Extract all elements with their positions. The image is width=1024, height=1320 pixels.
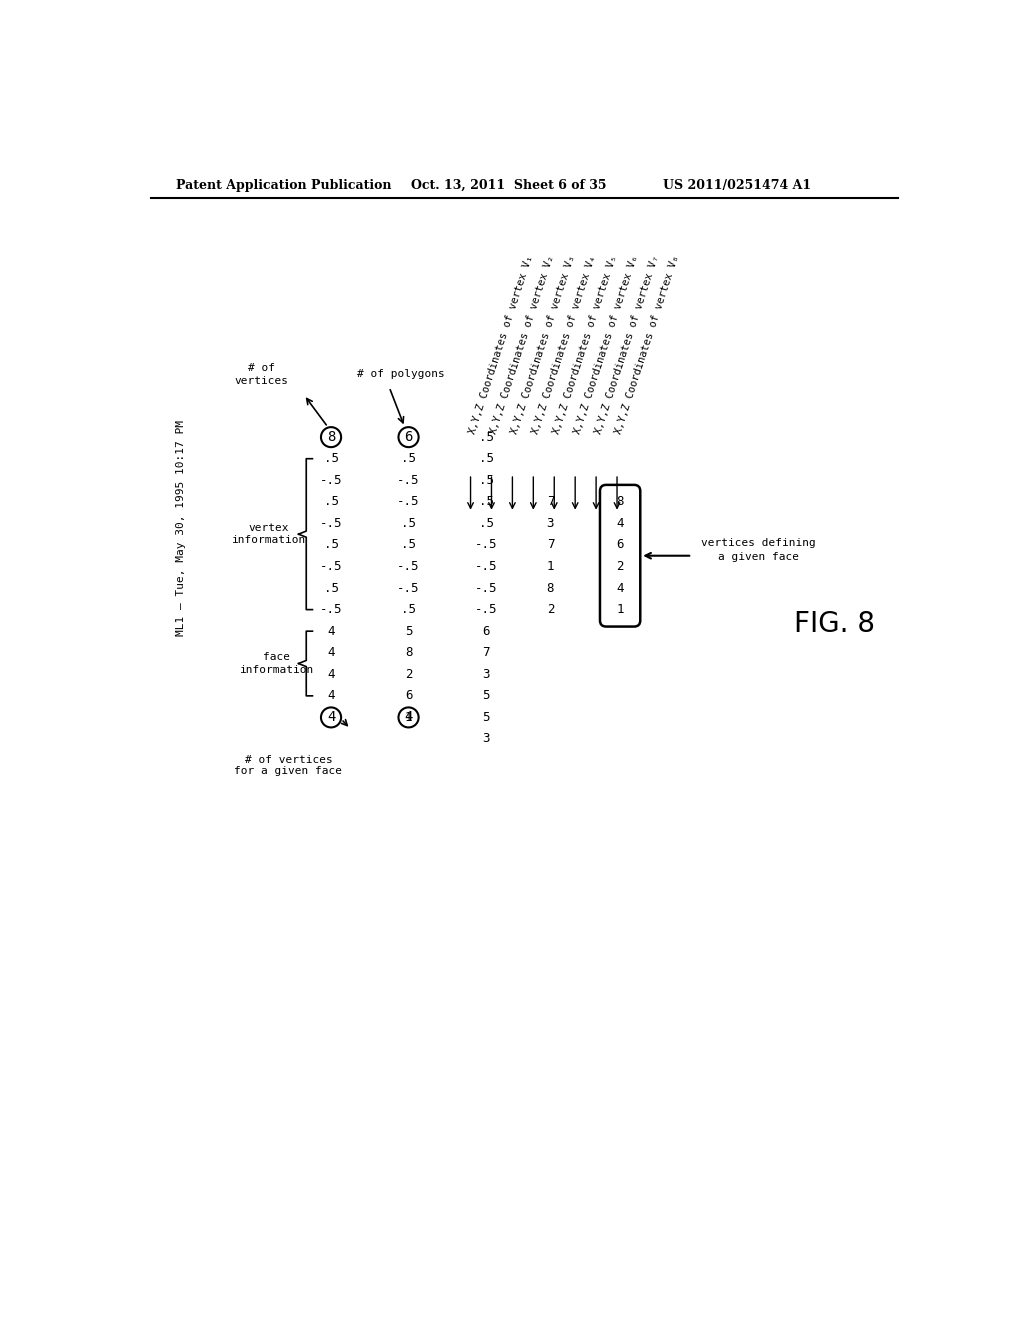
Text: 8: 8: [404, 647, 413, 659]
Text: X,Y,Z Coordinates of vertex V₄: X,Y,Z Coordinates of vertex V₄: [530, 255, 598, 436]
Text: 4: 4: [328, 668, 335, 681]
Text: .5: .5: [401, 517, 416, 529]
Text: -.5: -.5: [397, 495, 420, 508]
Text: .5: .5: [324, 539, 339, 552]
Text: X,Y,Z Coordinates of vertex V₂: X,Y,Z Coordinates of vertex V₂: [488, 255, 556, 436]
Text: .5: .5: [478, 453, 494, 465]
Text: .5: .5: [478, 430, 494, 444]
Text: 6: 6: [404, 689, 413, 702]
Text: -.5: -.5: [475, 560, 498, 573]
Text: # of: # of: [248, 363, 274, 372]
Text: 7: 7: [482, 647, 489, 659]
Text: -.5: -.5: [319, 517, 342, 529]
Text: face: face: [263, 652, 290, 663]
Text: .5: .5: [401, 539, 416, 552]
Text: 8: 8: [616, 495, 624, 508]
Text: X,Y,Z Coordinates of vertex V₁: X,Y,Z Coordinates of vertex V₁: [467, 255, 535, 436]
Text: 6: 6: [404, 430, 413, 444]
Text: vertices defining: vertices defining: [700, 539, 815, 548]
Text: 8: 8: [547, 582, 554, 594]
Text: X,Y,Z Coordinates of vertex V₇: X,Y,Z Coordinates of vertex V₇: [593, 255, 660, 436]
Text: -.5: -.5: [397, 474, 420, 487]
Text: US 2011/0251474 A1: US 2011/0251474 A1: [663, 178, 811, 191]
Text: 4: 4: [328, 624, 335, 638]
Text: -.5: -.5: [319, 560, 342, 573]
Text: .5: .5: [324, 453, 339, 465]
Text: 4: 4: [328, 647, 335, 659]
Text: X,Y,Z Coordinates of vertex V₃: X,Y,Z Coordinates of vertex V₃: [509, 255, 577, 436]
Text: 6: 6: [482, 624, 489, 638]
Text: Oct. 13, 2011  Sheet 6 of 35: Oct. 13, 2011 Sheet 6 of 35: [411, 178, 606, 191]
Text: 5: 5: [482, 689, 489, 702]
Text: 2: 2: [404, 668, 413, 681]
Text: Patent Application Publication: Patent Application Publication: [176, 178, 391, 191]
Text: 3: 3: [482, 668, 489, 681]
Text: 7: 7: [547, 495, 554, 508]
Text: 8: 8: [327, 430, 335, 444]
Text: .5: .5: [401, 603, 416, 616]
Text: 5: 5: [404, 624, 413, 638]
Text: vertices: vertices: [234, 376, 289, 385]
Text: 4: 4: [616, 517, 624, 529]
Text: 1: 1: [404, 711, 413, 723]
Text: .5: .5: [324, 495, 339, 508]
Text: 1: 1: [616, 603, 624, 616]
Text: 2: 2: [547, 603, 554, 616]
Text: 4: 4: [616, 582, 624, 594]
Text: a given face: a given face: [718, 552, 799, 562]
Text: -.5: -.5: [319, 474, 342, 487]
Text: -.5: -.5: [475, 539, 498, 552]
Text: .5: .5: [478, 474, 494, 487]
Text: vertex: vertex: [249, 523, 290, 533]
Text: -.5: -.5: [475, 603, 498, 616]
Text: 6: 6: [616, 539, 624, 552]
Text: -.5: -.5: [475, 582, 498, 594]
Text: 5: 5: [482, 711, 489, 723]
Text: .5: .5: [324, 582, 339, 594]
Text: X,Y,Z Coordinates of vertex V₆: X,Y,Z Coordinates of vertex V₆: [572, 255, 640, 436]
Text: # of vertices: # of vertices: [245, 755, 333, 764]
Text: 4: 4: [328, 689, 335, 702]
Text: .5: .5: [478, 517, 494, 529]
Text: FIG. 8: FIG. 8: [795, 610, 876, 639]
Text: 7: 7: [547, 539, 554, 552]
Text: 3: 3: [482, 733, 489, 746]
Text: 1: 1: [547, 560, 554, 573]
Text: 2: 2: [616, 560, 624, 573]
Text: -.5: -.5: [319, 603, 342, 616]
Text: -.5: -.5: [397, 582, 420, 594]
Text: .5: .5: [478, 495, 494, 508]
Text: 3: 3: [547, 517, 554, 529]
Text: ML1 – Tue, May 30, 1995 10:17 PM: ML1 – Tue, May 30, 1995 10:17 PM: [176, 420, 185, 636]
Text: .5: .5: [401, 453, 416, 465]
Text: # of polygons: # of polygons: [357, 370, 444, 379]
Text: X,Y,Z Coordinates of vertex V₅: X,Y,Z Coordinates of vertex V₅: [551, 255, 618, 436]
Text: -.5: -.5: [397, 560, 420, 573]
Text: for a given face: for a given face: [234, 767, 342, 776]
Text: 4: 4: [327, 710, 335, 725]
Text: information: information: [231, 536, 306, 545]
Text: X,Y,Z Coordinates of vertex V₈: X,Y,Z Coordinates of vertex V₈: [614, 255, 681, 436]
Text: 4: 4: [404, 710, 413, 725]
Text: information: information: [240, 665, 314, 675]
